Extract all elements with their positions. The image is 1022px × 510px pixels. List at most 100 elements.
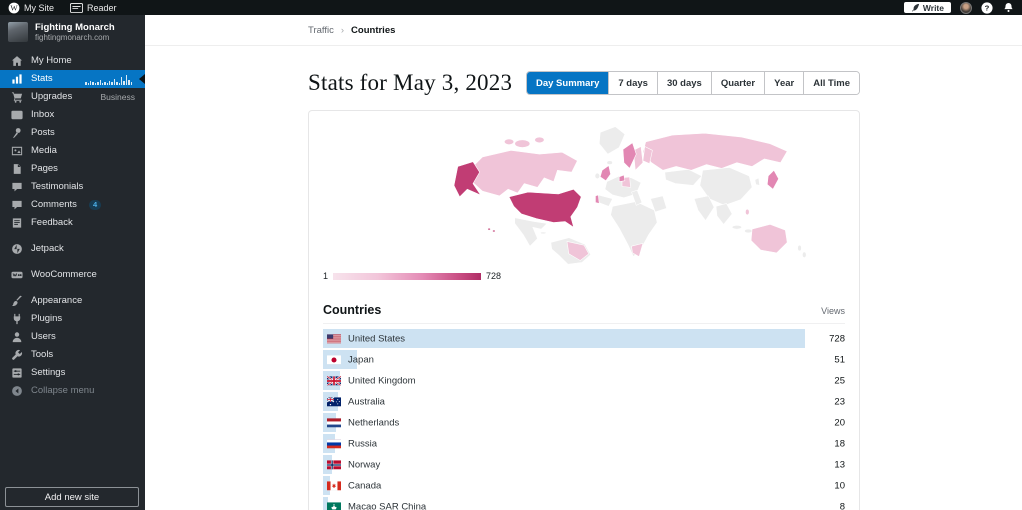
- reader-button[interactable]: Reader: [62, 0, 125, 15]
- sidebar-item-label: Plugins: [31, 313, 63, 325]
- woo-icon: [10, 268, 23, 281]
- reader-icon: [70, 2, 84, 13]
- sidebar-item-media[interactable]: Media: [0, 142, 145, 160]
- period-tab-all-time[interactable]: All Time: [803, 72, 859, 94]
- map-region-japan: [766, 169, 779, 190]
- country-row[interactable]: United Kingdom 25: [323, 370, 845, 391]
- breadcrumb-item-traffic[interactable]: Traffic: [308, 24, 334, 36]
- wrench-icon: [10, 348, 23, 361]
- period-selector: Day Summary 7 days 30 days Quarter Year All T…: [525, 71, 860, 95]
- stats-sparkline: [85, 74, 132, 85]
- legend-min: 1: [323, 271, 329, 281]
- my-site-label: My Site: [24, 2, 55, 13]
- selected-item-arrow: [139, 73, 145, 84]
- map-region-united-kingdom: [599, 165, 611, 182]
- sidebar-item-label: Inbox: [31, 109, 55, 121]
- my-site-button[interactable]: W My Site: [0, 0, 62, 15]
- flag-icon-gb: [327, 375, 341, 386]
- sidebar-item-label: Testimonials: [31, 181, 84, 193]
- brush-icon: [10, 294, 23, 307]
- country-row[interactable]: Norway 13: [323, 454, 845, 475]
- map-region-greenland: [598, 126, 626, 155]
- legend-gradient-bar: [333, 272, 482, 280]
- sidebar-item-jetpack[interactable]: Jetpack: [0, 240, 145, 258]
- add-new-site-button[interactable]: Add new site: [5, 487, 139, 507]
- map-region-south-africa: [631, 242, 644, 258]
- period-tab-7-days[interactable]: 7 days: [608, 72, 657, 94]
- country-row[interactable]: Japan 51: [323, 349, 845, 370]
- bubble-icon: [10, 198, 23, 211]
- sidebar-item-feedback[interactable]: Feedback: [0, 214, 145, 232]
- sidebar-item-appearance[interactable]: Appearance: [0, 292, 145, 310]
- flag-icon-us: [327, 333, 341, 344]
- sidebar-item-settings[interactable]: Settings: [0, 364, 145, 382]
- site-switcher[interactable]: Fighting Monarch fightingmonarch.com: [0, 15, 145, 49]
- views-bar: [323, 329, 805, 348]
- wordpress-logo-icon: W: [8, 2, 20, 14]
- breadcrumb: Traffic › Countries: [145, 15, 1022, 46]
- country-views: 13: [834, 459, 845, 470]
- feedback-icon: [10, 216, 23, 229]
- sidebar-item-collapse-menu[interactable]: Collapse menu: [0, 382, 145, 400]
- country-views: 23: [834, 396, 845, 407]
- map-region-iceland: [606, 160, 613, 165]
- country-row[interactable]: Canada 10: [323, 475, 845, 496]
- map-region-norway: [622, 142, 637, 169]
- sidebar-item-pages[interactable]: Pages: [0, 160, 145, 178]
- sidebar-item-my-home[interactable]: My Home: [0, 52, 145, 70]
- country-name: Australia: [348, 396, 385, 407]
- views-bar-track: [323, 476, 805, 495]
- views-bar-track: [323, 434, 805, 453]
- notifications-bell-icon[interactable]: [1002, 2, 1014, 14]
- flag-icon-nl: [327, 417, 341, 428]
- period-tab-quarter[interactable]: Quarter: [710, 72, 765, 94]
- period-tab-30-days[interactable]: 30 days: [656, 72, 711, 94]
- write-button[interactable]: Write: [903, 2, 951, 13]
- flag-icon-ru: [327, 438, 341, 449]
- views-bar: [323, 476, 330, 495]
- country-name: Canada: [348, 480, 382, 491]
- country-row[interactable]: United States 728: [323, 328, 845, 349]
- site-name: Fighting Monarch: [35, 22, 115, 33]
- sidebar-item-label: Users: [31, 331, 56, 343]
- country-row[interactable]: Macao SAR China 8: [323, 496, 845, 510]
- site-avatar: [8, 22, 28, 43]
- country-views: 10: [834, 480, 845, 491]
- sidebar-item-testimonials[interactable]: Testimonials: [0, 178, 145, 196]
- sidebar-item-label: WooCommerce: [31, 269, 97, 281]
- views-column-header: Views: [821, 306, 845, 316]
- country-row[interactable]: Australia 23: [323, 391, 845, 412]
- collapse-icon: [10, 384, 23, 397]
- sidebar-item-users[interactable]: Users: [0, 328, 145, 346]
- sidebar-item-tools[interactable]: Tools: [0, 346, 145, 364]
- sidebar-item-plugins[interactable]: Plugins: [0, 310, 145, 328]
- views-bar: [323, 497, 329, 510]
- user-avatar[interactable]: [960, 1, 972, 14]
- quill-icon: [911, 3, 920, 12]
- main-content: Traffic › Countries Stats for May 3, 2023 …: [145, 0, 1022, 510]
- mail-icon: [10, 108, 23, 121]
- flag-icon-au: [327, 396, 341, 407]
- sidebar-item-label: My Home: [31, 55, 72, 67]
- sidebar-item-label: Appearance: [31, 295, 83, 307]
- cart-icon: [10, 90, 23, 103]
- sidebar-item-comments[interactable]: Comments 4: [0, 196, 145, 214]
- help-icon[interactable]: ?: [981, 1, 993, 14]
- page-icon: [10, 162, 23, 175]
- countries-table-title: Countries: [323, 303, 382, 317]
- breadcrumb-item-countries[interactable]: Countries: [351, 24, 396, 36]
- sidebar-item-inbox[interactable]: Inbox: [0, 106, 145, 124]
- map-region-australia: [750, 224, 788, 254]
- country-row[interactable]: Netherlands 20: [323, 412, 845, 433]
- sidebar-item-upgrades[interactable]: Upgrades Business: [0, 88, 145, 106]
- sidebar-item-stats[interactable]: Stats: [0, 69, 145, 88]
- period-tab-day-summary[interactable]: Day Summary: [526, 72, 609, 94]
- map-region-new-zealand: [797, 244, 802, 252]
- sidebar-item-posts[interactable]: Posts: [0, 124, 145, 142]
- settings-icon: [10, 366, 23, 379]
- map-region-brazil: [566, 241, 590, 261]
- period-tab-year[interactable]: Year: [764, 72, 804, 94]
- country-row[interactable]: Russia 18: [323, 433, 845, 454]
- sidebar-item-woocommerce[interactable]: WooCommerce: [0, 266, 145, 284]
- country-name: United Kingdom: [348, 375, 416, 386]
